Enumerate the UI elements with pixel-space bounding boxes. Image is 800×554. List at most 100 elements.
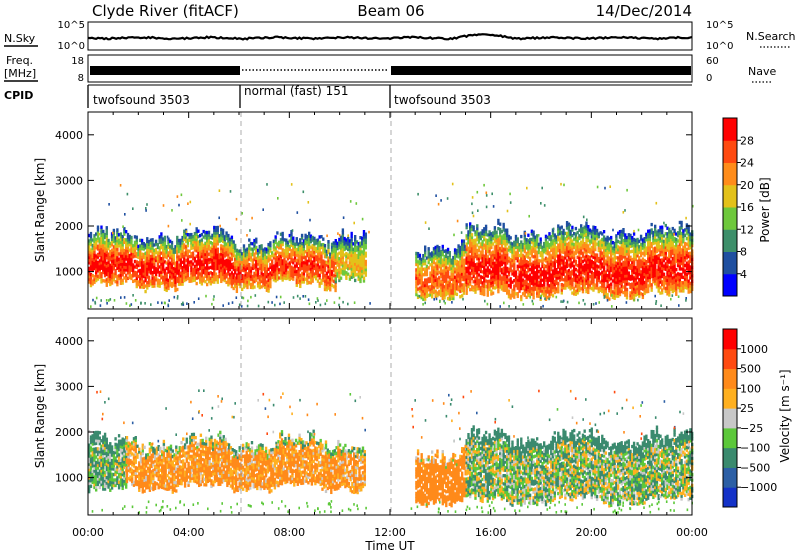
echo-cell: [632, 259, 636, 264]
echo-cell: [500, 276, 504, 280]
echo-cell: [474, 254, 477, 259]
echo-cell: [622, 279, 625, 284]
echo-cell: [191, 235, 195, 239]
echo-cell: [216, 225, 219, 230]
echo-cell: [632, 254, 636, 258]
echo-cell: [309, 270, 313, 274]
echo-cell: [569, 281, 572, 286]
echo-cell: [153, 265, 156, 269]
echo-cell: [495, 282, 498, 286]
echo-cell: [234, 262, 237, 267]
echo-cell: [300, 255, 304, 260]
echo-cell: [176, 235, 179, 240]
echo-cell: [525, 270, 528, 275]
echo-cell: [581, 229, 585, 234]
echo-cell: [218, 239, 221, 243]
echo-cell: [432, 258, 436, 262]
echo-cell: [436, 250, 439, 254]
echo-cell: [450, 294, 453, 298]
echo-cell: [260, 244, 263, 248]
echo-cell: [541, 262, 544, 266]
echo-cell: [112, 231, 116, 235]
echo-cell: [483, 287, 486, 291]
echo-cell: [416, 268, 420, 272]
echo-cell: [627, 235, 630, 240]
echo-cell: [348, 274, 352, 279]
echo-cell: [195, 232, 198, 237]
echo-cell: [477, 273, 481, 277]
echo-cell: [299, 260, 302, 264]
echo-cell: [615, 242, 618, 246]
echo-cell: [587, 263, 590, 267]
echo-cell: [427, 288, 430, 292]
echo-cell: [125, 246, 128, 250]
echo-cell: [495, 271, 498, 276]
echo-cell: [172, 269, 175, 274]
echo-cell: [183, 232, 186, 236]
echo-cell: [594, 239, 597, 244]
echo-cell: [654, 279, 657, 283]
echo-cell: [103, 263, 107, 267]
echo-cell: [341, 272, 345, 276]
echo-cell: [527, 244, 530, 248]
echo-cell: [495, 258, 498, 262]
echo-cell: [239, 263, 242, 267]
echo-cell: [604, 273, 608, 277]
echo-cell: [459, 278, 462, 282]
echo-cell: [415, 262, 418, 267]
echo-cell: [574, 246, 578, 250]
echo-cell: [599, 247, 602, 251]
echo-cell: [158, 259, 161, 264]
echo-cell: [177, 282, 181, 286]
echo-cell: [350, 248, 353, 252]
echo-cell: [93, 245, 96, 249]
echo-cell: [128, 264, 131, 269]
echo-cell: [218, 266, 221, 271]
echo-cell: [320, 251, 323, 255]
echo-cell: [462, 286, 466, 290]
echo-cell: [285, 276, 288, 281]
echo-cell: [227, 236, 230, 240]
echo-cell: [624, 285, 627, 289]
echo-cell: [176, 255, 179, 259]
echo-cell: [497, 221, 500, 225]
echo-cell: [592, 250, 595, 254]
echo-cell: [350, 237, 353, 241]
echo-cell: [509, 260, 512, 265]
echo-cell: [513, 243, 516, 247]
echo-cell: [597, 259, 600, 264]
echo-cell: [119, 273, 123, 277]
echo-cell: [527, 291, 530, 295]
echo-cell: [100, 233, 103, 238]
echo-cell: [354, 235, 357, 239]
echo-cell: [95, 237, 98, 242]
echo-cell: [497, 259, 500, 264]
echo-cell: [186, 252, 190, 256]
echo-cell: [443, 257, 446, 262]
echo-cell: [283, 268, 286, 272]
echo-cell: [146, 245, 149, 249]
echo-cell: [661, 239, 664, 243]
echo-cell: [569, 257, 572, 261]
echo-cell: [163, 276, 167, 281]
echo-cell: [121, 240, 124, 244]
echo-cell: [602, 240, 606, 245]
echo-cell: [502, 252, 505, 257]
echo-cell: [232, 251, 235, 255]
echo-cell: [636, 243, 639, 247]
echo-cell: [564, 267, 567, 271]
echo-cell: [491, 277, 495, 282]
echo-cell: [306, 281, 309, 285]
echo-cell: [234, 246, 237, 250]
echo-cell: [135, 235, 138, 239]
echo-cell: [506, 266, 509, 271]
echo-cell: [500, 270, 504, 275]
echo-cell: [258, 285, 261, 290]
echo-cell: [521, 242, 525, 247]
echo-cell: [618, 292, 622, 297]
echo-cell: [624, 288, 627, 292]
echo-cell: [420, 285, 423, 289]
echo-cell: [528, 251, 532, 255]
echo-cell: [318, 257, 321, 261]
echo-cell: [611, 249, 615, 253]
